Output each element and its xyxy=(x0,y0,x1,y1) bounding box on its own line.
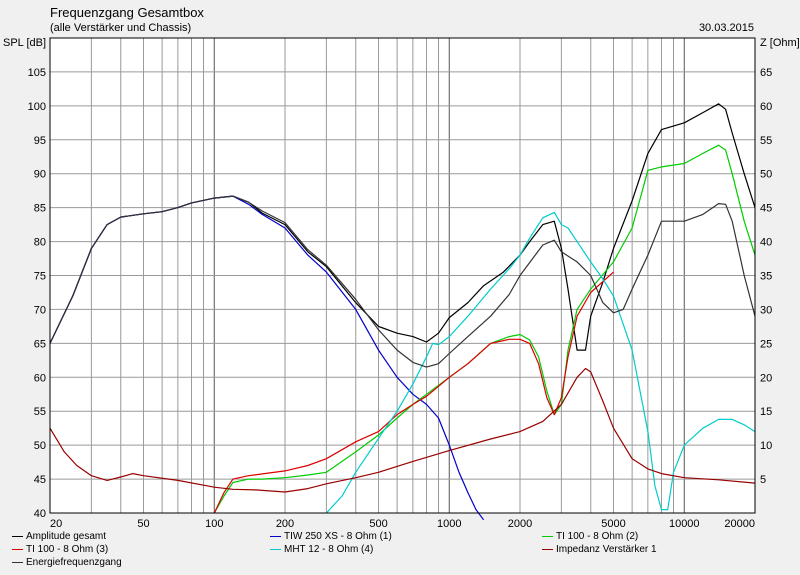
y2-tick-label: 5 xyxy=(760,474,766,486)
legend-label: TI 100 - 8 Ohm (2) xyxy=(556,531,639,542)
y2-tick-label: 25 xyxy=(760,338,772,350)
y2-tick-label: 60 xyxy=(760,101,772,113)
legend-label: Amplitude gesamt xyxy=(26,531,107,542)
y-axis-label: SPL [dB] xyxy=(3,37,47,49)
legend-label: TIW 250 XS - 8 Ohm (1) xyxy=(284,531,392,542)
x-tick-label: 1000 xyxy=(437,518,461,530)
x-tick-label: 100 xyxy=(205,518,223,530)
x-tick-label: 20000 xyxy=(724,518,755,530)
legend-item-1: Amplitude gesamt xyxy=(12,531,106,542)
y-tick-label: 85 xyxy=(34,203,46,215)
legend-swatch xyxy=(542,548,553,550)
legend-item-2: TIW 250 XS - 8 Ohm (1) xyxy=(270,531,392,542)
legend-swatch xyxy=(12,535,23,537)
legend-swatch xyxy=(542,535,553,537)
y2-tick-label: 50 xyxy=(760,169,772,181)
y2-tick-label: 65 xyxy=(760,67,772,79)
y2-tick-label: 15 xyxy=(760,406,772,418)
y2-tick-label: 45 xyxy=(760,203,772,215)
series-line-4 xyxy=(213,271,614,514)
legend-item-5: MHT 12 - 8 Ohm (4) xyxy=(270,544,373,555)
y-tick-label: 70 xyxy=(34,304,46,316)
legend-swatch xyxy=(12,561,23,563)
y-tick-label: 100 xyxy=(28,101,46,113)
legend-item-3: TI 100 - 8 Ohm (2) xyxy=(542,531,638,542)
x-tick-label: 20 xyxy=(50,518,62,530)
legend-label: TI 100 - 8 Ohm (3) xyxy=(26,544,109,555)
y-tick-label: 105 xyxy=(28,67,46,79)
legend-label: Impedanz Verstärker 1 xyxy=(556,544,657,555)
y2-tick-label: 30 xyxy=(760,304,772,316)
legend-item-6: Impedanz Verstärker 1 xyxy=(542,544,657,555)
x-tick-label: 2000 xyxy=(508,518,532,530)
y2-tick-label: 10 xyxy=(760,440,772,452)
series-line-3 xyxy=(213,144,756,514)
y-tick-label: 55 xyxy=(34,406,46,418)
y-tick-label: 40 xyxy=(34,508,46,520)
y-tick-label: 65 xyxy=(34,338,46,350)
tick-labels: 20 50 100 200 500 1000 2000 5000 10000 20000 40 45 5… xyxy=(28,67,773,530)
x-tick-label: 500 xyxy=(369,518,387,530)
y2-axis-label: Z [Ohm] xyxy=(760,37,800,49)
legend-swatch xyxy=(12,548,23,550)
y2-tick-label: 55 xyxy=(760,135,772,147)
y-tick-label: 80 xyxy=(34,237,46,249)
x-tick-label: 10000 xyxy=(669,518,700,530)
y-tick-label: 45 xyxy=(34,474,46,486)
legend-swatch xyxy=(270,548,281,550)
legend-label: Energiefrequenzgang xyxy=(26,557,122,568)
chart-date: 30.03.2015 xyxy=(698,22,754,34)
x-tick-label: 200 xyxy=(276,518,294,530)
legend-item-4: TI 100 - 8 Ohm (3) xyxy=(12,544,108,555)
y2-tick-label: 20 xyxy=(760,372,772,384)
series-layer xyxy=(49,103,756,521)
y-tick-label: 75 xyxy=(34,271,46,283)
y2-tick-label: 40 xyxy=(760,237,772,249)
legend-label: MHT 12 - 8 Ohm (4) xyxy=(284,544,374,555)
chart-subtitle: (alle Verstärker und Chassis) xyxy=(50,22,192,34)
plot-border xyxy=(49,37,756,514)
y-tick-label: 50 xyxy=(34,440,46,452)
series-line-7 xyxy=(49,195,756,368)
x-tick-label: 50 xyxy=(137,518,149,530)
y2-tick-label: 35 xyxy=(760,271,772,283)
y-tick-label: 60 xyxy=(34,372,46,384)
legend-swatch xyxy=(270,535,281,537)
chart-title: Frequenzgang Gesamtbox xyxy=(50,5,204,20)
y-tick-label: 90 xyxy=(34,169,46,181)
x-tick-label: 5000 xyxy=(601,518,625,530)
series-line-6 xyxy=(49,367,756,493)
legend-item-7: Energiefrequenzgang xyxy=(12,557,122,568)
y-tick-label: 95 xyxy=(34,135,46,147)
